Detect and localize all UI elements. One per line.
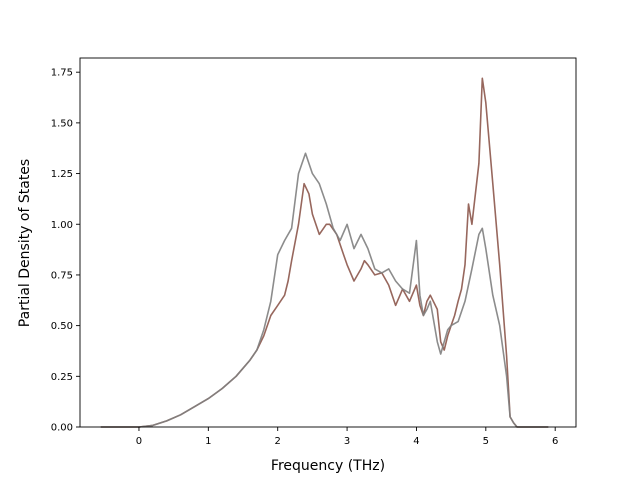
x-axis-ticks: 0 1 2 3 4 5 6 (136, 427, 558, 447)
y-tick-label: 0.75 (51, 270, 73, 281)
y-tick-label: 0.50 (51, 321, 73, 332)
x-tick-label: 5 (483, 436, 489, 447)
plot-border (79, 57, 577, 428)
y-axis-label: Partial Density of States (17, 159, 33, 327)
x-tick-label: 6 (552, 436, 558, 447)
x-tick-label: 1 (205, 436, 211, 447)
y-tick-label: 1.00 (51, 220, 73, 231)
y-tick-label: 0.25 (51, 372, 73, 383)
x-tick-label: 4 (413, 436, 419, 447)
plot-background (80, 58, 576, 427)
axes-frame (80, 58, 576, 427)
series-line-1 (100, 77, 549, 428)
y-tick-label: 1.75 (51, 68, 73, 79)
x-axis-label: Frequency (THz) (271, 458, 385, 474)
series-line-2 (100, 152, 549, 428)
x-tick-label: 2 (275, 436, 281, 447)
x-tick-label: 3 (344, 436, 350, 447)
y-tick-label: 1.50 (51, 118, 73, 129)
x-tick-label: 0 (136, 436, 142, 447)
series-layer (100, 77, 549, 428)
y-tick-label: 0.00 (51, 423, 73, 434)
y-axis-ticks: 0.00 0.25 0.50 0.75 1.00 1.25 1.50 1.75 (51, 68, 80, 434)
y-tick-label: 1.25 (51, 169, 73, 180)
